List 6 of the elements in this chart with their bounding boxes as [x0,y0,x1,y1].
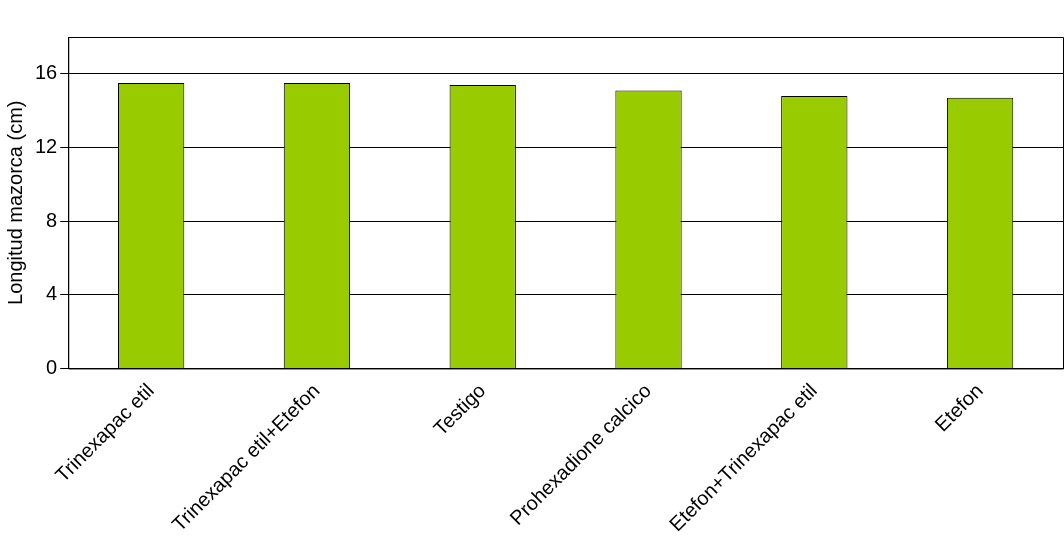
y-tick-label: 0 [46,355,58,378]
y-tick-label: 8 [46,208,58,231]
y-tick-label: 16 [35,61,58,84]
y-tick-label: 12 [35,135,58,157]
y-axis-title: Longitud mazorca (cm) [3,100,26,305]
y-tick-label: 4 [46,282,58,305]
